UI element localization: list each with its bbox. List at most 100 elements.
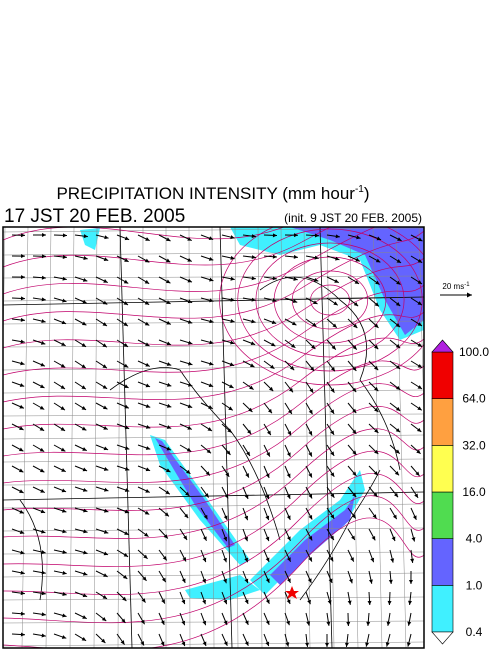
wind-arrow-head xyxy=(376,236,382,241)
wind-arrow-head xyxy=(417,363,423,368)
lat-line xyxy=(3,527,424,532)
wind-arrow-head xyxy=(81,385,86,390)
wind-arrow-head xyxy=(395,323,401,328)
title-sup: -1 xyxy=(355,184,364,195)
wind-arrow-head xyxy=(411,537,416,542)
wind-arrow-head xyxy=(355,257,360,262)
wind-arrow-head xyxy=(202,599,206,605)
wind-arrow-head xyxy=(61,508,67,513)
wind-arrow-head xyxy=(308,409,313,415)
wind-arrow-head xyxy=(124,531,129,535)
wind-arrow-head xyxy=(82,571,88,576)
wind-arrow-head xyxy=(19,404,24,409)
wind-arrow-head xyxy=(353,302,359,307)
lon-line xyxy=(257,227,263,648)
wind-arrow-head xyxy=(326,621,331,626)
lat-line xyxy=(3,482,424,486)
wind-arrow-head xyxy=(395,428,401,433)
lat-line xyxy=(3,596,424,601)
colorbar-bin xyxy=(431,585,454,633)
colorbar-over xyxy=(431,339,454,353)
wind-arrow-head xyxy=(61,468,66,472)
wind-arrow-head xyxy=(250,363,255,368)
wind-arrow-head xyxy=(291,343,296,348)
colorbar-bin xyxy=(431,491,454,539)
wind-arrow-head xyxy=(103,573,108,577)
major-lon xyxy=(219,227,233,648)
wind-arrow-head xyxy=(20,233,25,238)
wind-arrow-head xyxy=(393,492,399,498)
wind-arrow-head xyxy=(350,557,354,562)
wind-arrow-head xyxy=(408,579,413,584)
contour xyxy=(3,284,424,376)
wind-arrow-head xyxy=(244,515,249,521)
wind-arrow-head xyxy=(417,301,422,306)
wind-arrow-head xyxy=(396,280,401,285)
wind-arrow-head xyxy=(313,300,318,304)
wind-arrow-head xyxy=(187,237,192,241)
wind-arrow-head xyxy=(142,576,147,581)
wind-arrow-head xyxy=(289,365,295,371)
wind-arrow-head xyxy=(392,514,397,520)
wind-arrow-head xyxy=(145,467,151,472)
wind-arrow-head xyxy=(285,642,290,647)
wind-arrow-head xyxy=(374,323,379,328)
valid-time: 17 JST 20 FEB. 2005 xyxy=(4,206,185,227)
wind-arrow-head xyxy=(62,276,67,281)
wind-arrow-head xyxy=(417,258,423,263)
wind-arrow-head xyxy=(61,342,66,346)
wind-arrow-head xyxy=(18,468,24,473)
wind-arrow-head xyxy=(347,600,352,605)
wind-arrow-head xyxy=(228,406,233,411)
wind-arrow-head xyxy=(286,599,291,604)
wind-arrow-head xyxy=(330,366,335,372)
wind-arrow-head xyxy=(60,427,66,431)
wind-arrow-head xyxy=(373,365,379,371)
wind-arrow-head xyxy=(308,431,313,436)
wind-arrow-head xyxy=(330,451,335,456)
wind-arrow-head xyxy=(122,574,128,579)
wind-arrow-head xyxy=(186,447,192,452)
wind-arrow-head xyxy=(40,384,45,388)
wind-arrow-head xyxy=(287,557,291,562)
lat-line xyxy=(3,551,424,555)
wind-arrow-head xyxy=(62,592,67,596)
wind-arrow-head xyxy=(352,450,357,455)
wind-arrow-head xyxy=(160,620,165,625)
wind-arrow-head xyxy=(346,621,351,626)
wind-arrow-head xyxy=(373,471,379,476)
wind-arrow-head xyxy=(41,612,46,617)
wind-arrow-head xyxy=(417,280,422,284)
wind-arrow-head xyxy=(39,447,45,452)
wind-arrow-head xyxy=(62,570,67,575)
wind-arrow-head xyxy=(209,361,214,366)
wind-arrow-head xyxy=(244,557,249,563)
wind-arrow-head xyxy=(181,620,186,626)
wind-arrow-head xyxy=(143,554,148,559)
wind-arrow-head xyxy=(329,556,334,562)
contour xyxy=(291,270,369,330)
wind-arrow-head xyxy=(395,301,401,306)
wind-arrow-head xyxy=(356,235,361,240)
wind-arrow-head xyxy=(162,556,167,561)
wind-arrow-head xyxy=(62,550,67,554)
wind-arrow-head xyxy=(101,616,107,621)
wind-arrow-head xyxy=(187,319,193,324)
wind-arrow-head xyxy=(395,385,401,390)
wind-arrow-head xyxy=(144,300,150,305)
wind-arrow-head xyxy=(396,259,402,263)
wind-arrow-head xyxy=(187,257,192,262)
contour xyxy=(3,383,424,484)
wind-arrow-head xyxy=(353,323,358,329)
colorbar-bin xyxy=(431,538,454,586)
wind-arrow-head xyxy=(60,406,65,411)
wind-arrow-head xyxy=(187,425,192,430)
colorbar-bin xyxy=(431,351,454,399)
lat-line xyxy=(3,344,424,348)
wind-arrow-head xyxy=(227,428,232,433)
major-lat xyxy=(3,491,424,501)
wind-arrow-head xyxy=(104,235,109,240)
wind-arrow-head xyxy=(265,557,270,562)
wind-arrow-head xyxy=(417,385,423,389)
wind-arrow-head xyxy=(251,297,256,302)
